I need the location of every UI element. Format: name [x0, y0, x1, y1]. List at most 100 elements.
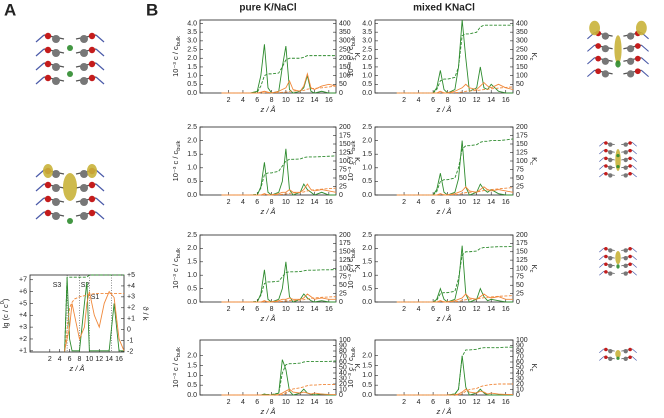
atom	[634, 43, 641, 49]
bond	[632, 263, 637, 268]
x-tick-label: 16	[502, 306, 510, 313]
axis-label-part: lg (c / c	[1, 304, 10, 328]
data-line	[221, 296, 337, 303]
y2-axis-label: Kc	[528, 364, 539, 372]
y-axis-label: 10⁻³ c / cbulk	[171, 140, 182, 181]
x-tick-label: 2	[227, 399, 231, 406]
y-tick-label: 2.0	[362, 137, 372, 144]
atom	[44, 209, 52, 217]
data-line	[396, 388, 514, 396]
atom	[604, 355, 608, 359]
bond	[632, 348, 637, 354]
y2-tick-label: 50	[516, 81, 524, 88]
bond	[35, 211, 45, 220]
plot-frame	[374, 339, 514, 396]
y2-tick-label: -2	[127, 348, 133, 355]
y2-tick-label: 60	[339, 359, 347, 366]
data-line	[64, 290, 125, 351]
molecule	[599, 247, 637, 276]
bond	[632, 165, 637, 170]
x-tick-label: 16	[115, 356, 123, 363]
y2-tick-label: 75	[339, 166, 347, 173]
data-line	[221, 85, 337, 94]
y2-tick-label: 400	[516, 20, 528, 27]
data-line	[221, 155, 337, 196]
y2-tick-label: 0	[339, 299, 343, 306]
atom	[604, 171, 608, 176]
atom	[604, 141, 608, 145]
axis-label-part: c	[528, 369, 534, 372]
y2-tick-label: 175	[516, 132, 528, 139]
axis-label-part: 10⁻³ c / c	[346, 357, 355, 388]
atom	[80, 198, 88, 206]
y-tick-label: 0.5	[362, 178, 372, 185]
y2-tick-label: 200	[516, 124, 528, 131]
isosurface	[43, 164, 53, 178]
isosurface	[636, 20, 647, 36]
atom	[44, 195, 52, 203]
y2-tick-label: 350	[516, 29, 528, 36]
panel-label: A	[4, 0, 16, 19]
y-tick-label: 1.0	[362, 272, 372, 279]
x-tick-label: 6	[255, 97, 259, 104]
y-tick-label: 1.5	[362, 64, 372, 71]
x-tick-label: 14	[311, 399, 319, 406]
atom	[608, 165, 613, 170]
y2-tick-label: 75	[516, 166, 524, 173]
y-tick-label: 1.5	[362, 362, 372, 369]
x-tick-label: 16	[325, 97, 333, 104]
y2-tick-label: 100	[339, 265, 351, 272]
bond	[641, 44, 649, 52]
x-tick-label: 10	[458, 306, 466, 313]
y2-tick-label: 25	[339, 183, 347, 190]
x-tick-label: 6	[431, 199, 435, 206]
y2-axis-label: Kc	[528, 157, 539, 165]
y2-tick-label: 0	[516, 90, 520, 97]
x-tick-label: 12	[95, 356, 103, 363]
x-axis-label: z / Å	[259, 207, 275, 216]
annotation: S2	[81, 282, 90, 289]
atom	[623, 255, 628, 261]
y-tick-label: 0.5	[187, 81, 197, 88]
y2-tick-label: 125	[339, 257, 351, 264]
x-tick-label: 10	[282, 97, 290, 104]
x-tick-label: 8	[270, 97, 274, 104]
x-tick-label: 8	[446, 199, 450, 206]
atom	[80, 170, 88, 178]
y-tick-label: 2.0	[187, 55, 197, 62]
y2-tick-label: 350	[339, 29, 351, 36]
bond	[632, 142, 637, 147]
y2-tick-label: 90	[339, 342, 347, 349]
y2-tick-label: 50	[339, 81, 347, 88]
y2-tick-label: 0	[339, 392, 343, 399]
bond	[599, 172, 604, 178]
y-tick-label: 2.0	[362, 245, 372, 252]
y-tick-label: 3.0	[187, 38, 197, 45]
axis-label-part: 10⁻³ c / c	[346, 46, 355, 77]
y-tick-label: 1.0	[187, 272, 197, 279]
x-tick-label: 8	[446, 306, 450, 313]
x-tick-label: 8	[270, 199, 274, 206]
y-axis-label: 10⁻³ c / cbulk	[171, 347, 182, 388]
y-tick-label: 0.5	[187, 178, 197, 185]
x-tick-label: 2	[402, 399, 406, 406]
atom	[628, 355, 632, 359]
atom	[634, 55, 641, 62]
axis-label-part: c	[528, 162, 534, 165]
y-tick-label: 1.5	[187, 64, 197, 71]
axis-label-part: K	[530, 53, 539, 58]
x-tick-label: 14	[311, 199, 319, 206]
x-tick-label: 12	[296, 306, 304, 313]
y-axis-label: 10⁻³ c / cbulk	[346, 140, 357, 181]
axis-label-part: c	[351, 270, 357, 273]
atom	[52, 170, 60, 178]
y-tick-label: 0.5	[362, 285, 372, 292]
y2-tick-label: 70	[516, 353, 524, 360]
atom	[601, 70, 610, 78]
atom	[623, 157, 628, 163]
atom	[627, 57, 635, 65]
bond	[632, 356, 637, 361]
x-tick-label: 6	[255, 399, 259, 406]
axis-label-part: 10⁻³ c / c	[171, 150, 180, 181]
atom	[608, 255, 613, 261]
